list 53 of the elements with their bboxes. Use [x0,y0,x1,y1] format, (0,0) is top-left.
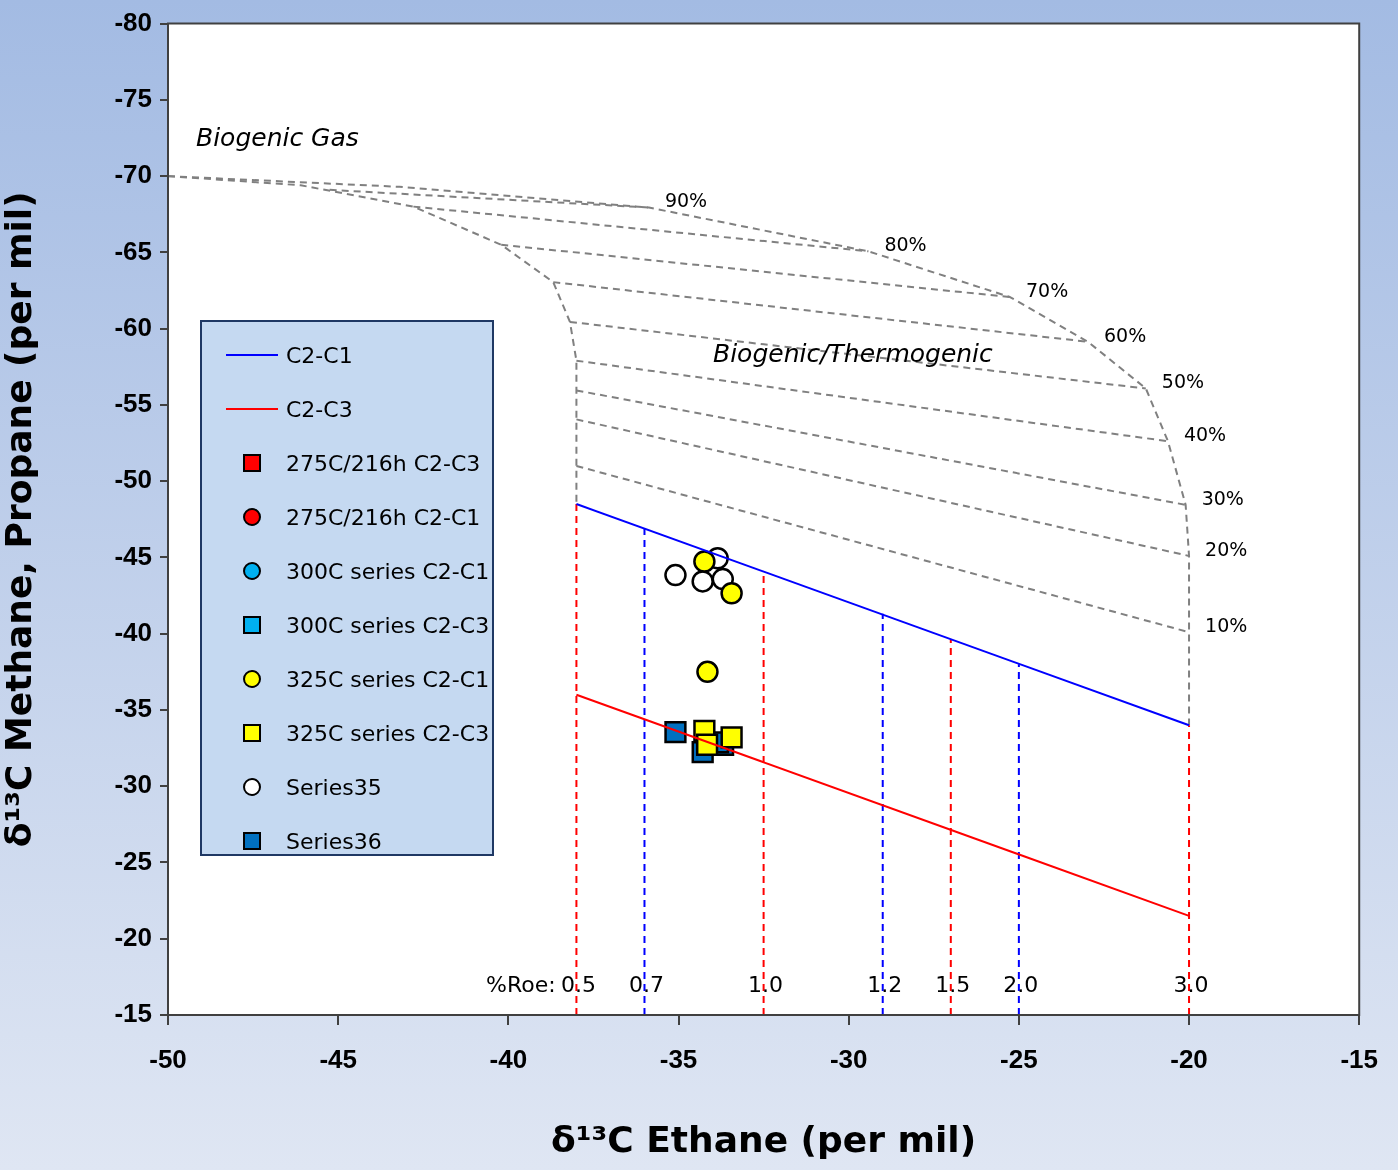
annotation: 30% [1201,486,1244,509]
annotation: 3.0 [1173,971,1209,997]
legend-label: 325C series C2-C3 [286,720,490,746]
annotation: 40% [1183,423,1227,446]
x-tick-label: -15 [1340,1043,1378,1074]
legend-label: C2-C3 [286,396,353,422]
y-tick-label: -20 [114,921,152,952]
annotation: 10% [1205,614,1248,637]
y-tick-label: -40 [114,616,152,647]
annotation: 20% [1205,537,1248,560]
legend-label: 325C series C2-C1 [286,666,490,692]
annotation: 2.0 [1003,971,1039,997]
x-tick-label: -20 [1170,1043,1208,1074]
y-tick-label: -35 [114,693,152,724]
legend-label: 275C/216h C2-C1 [286,504,481,530]
annotation: 50% [1161,370,1205,393]
y-tick-label: -80 [114,6,152,37]
annotation: 1.0 [748,971,784,997]
annotation: 0.7 [628,971,664,997]
x-tick-label: -25 [1000,1043,1038,1074]
x-tick-label: -40 [489,1043,528,1074]
annotation: 70% [1026,279,1069,302]
x-tick-label: -45 [319,1043,357,1074]
y-tick-label: -70 [114,159,152,190]
annotation: 1.5 [935,971,971,997]
y-tick-label: -75 [114,83,152,114]
y-tick-label: -65 [114,235,152,266]
y-axis-title: δ¹³C Methane, Propane (per mil) [0,191,39,848]
y-tick-label: -25 [114,845,152,876]
legend-label: C2-C1 [286,342,353,368]
x-tick-label: -30 [829,1043,868,1074]
legend-label: 300C series C2-C3 [286,612,490,638]
legend-label: 300C series C2-C1 [286,558,490,584]
y-tick-label: -55 [114,388,152,419]
x-tick-label: -50 [149,1043,187,1074]
legend-label: Series36 [286,828,382,854]
annotation: 80% [884,233,927,256]
annotation: 90% [664,189,708,212]
y-tick-label: -30 [114,769,152,800]
annotation: %Roe: [486,971,556,997]
x-tick-label: -35 [659,1043,698,1074]
annotation: 1.2 [867,971,903,997]
x-axis-title: δ¹³C Ethane (per mil) [551,1118,977,1160]
annotation: Biogenic/Thermogenic [713,338,994,368]
legend-label: Series35 [286,774,382,800]
legend-label: 275C/216h C2-C3 [286,450,481,476]
annotation: Biogenic Gas [196,122,359,152]
annotation: 60% [1103,323,1147,346]
annotation: 0.5 [560,971,596,997]
y-tick-label: -50 [114,464,152,495]
y-tick-label: -15 [114,998,152,1029]
y-tick-label: -45 [114,540,152,571]
y-tick-label: -60 [114,311,152,342]
